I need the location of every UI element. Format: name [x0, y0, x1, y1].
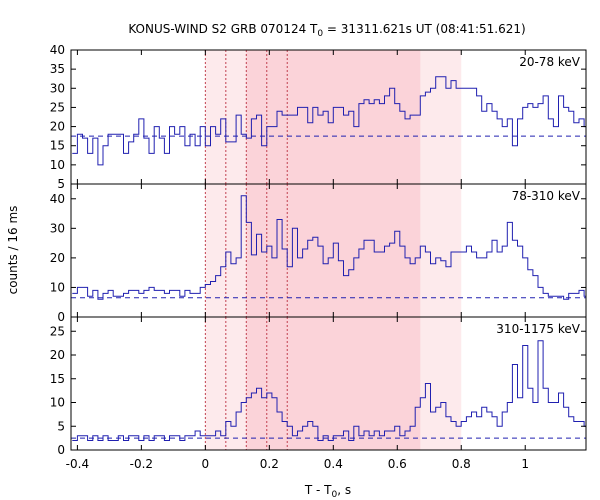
y-tick-label: 0 — [57, 310, 65, 324]
energy-band-label: 78-310 keV — [512, 189, 581, 203]
x-tick-label: 0 — [202, 457, 210, 471]
y-tick-label: 0 — [57, 443, 65, 457]
x-tick-label: 0.4 — [324, 457, 343, 471]
light-curve-series — [72, 340, 586, 441]
y-tick-label: 40 — [50, 43, 65, 57]
y-tick-label: 5 — [57, 419, 65, 433]
y-tick-label: 25 — [50, 324, 65, 338]
dark-interval-band — [246, 317, 421, 450]
y-tick-label: 25 — [50, 100, 65, 114]
y-tick-label: 20 — [50, 120, 65, 134]
energy-band-label: 310-1175 keV — [496, 322, 580, 336]
panel-frame — [70, 316, 587, 451]
y-tick-label: 5 — [57, 177, 65, 191]
panel-3: 0 5 10 15 20 25 310-1175 keV — [50, 316, 587, 457]
y-tick-label: 40 — [50, 192, 65, 206]
chart-title: KONUS-WIND S2 GRB 070124 T0 = 31311.621s… — [128, 22, 525, 39]
y-tick-label: 15 — [50, 139, 65, 153]
y-tick-label: 20 — [50, 348, 65, 362]
y-tick-label: 35 — [50, 62, 65, 76]
x-tick-label: 0.2 — [260, 457, 279, 471]
x-tick-label: 0.8 — [452, 457, 471, 471]
y-tick-label: 20 — [50, 251, 65, 265]
energy-band-label: 20-78 keV — [519, 55, 581, 69]
y-tick-label: 15 — [50, 372, 65, 386]
y-tick-label: 30 — [50, 81, 65, 95]
x-axis-label: T - T0, s — [304, 483, 351, 500]
panel-1: 5 10 15 20 25 30 35 40 20-78 keV — [50, 43, 587, 191]
x-tick-label: 1 — [521, 457, 529, 471]
x-tick-label: -0.4 — [66, 457, 89, 471]
x-tick-label: 0.6 — [388, 457, 407, 471]
light-curve-series — [72, 76, 586, 166]
y-axis-label: counts / 16 ms — [6, 206, 20, 295]
panel-2: 0 10 20 30 40 78-310 keV — [50, 183, 587, 324]
light-curve-series — [72, 195, 586, 300]
y-tick-label: 30 — [50, 221, 65, 235]
y-tick-label: 10 — [50, 158, 65, 172]
y-tick-label: 10 — [50, 280, 65, 294]
y-tick-label: 10 — [50, 396, 65, 410]
x-tick-label: -0.2 — [130, 457, 153, 471]
